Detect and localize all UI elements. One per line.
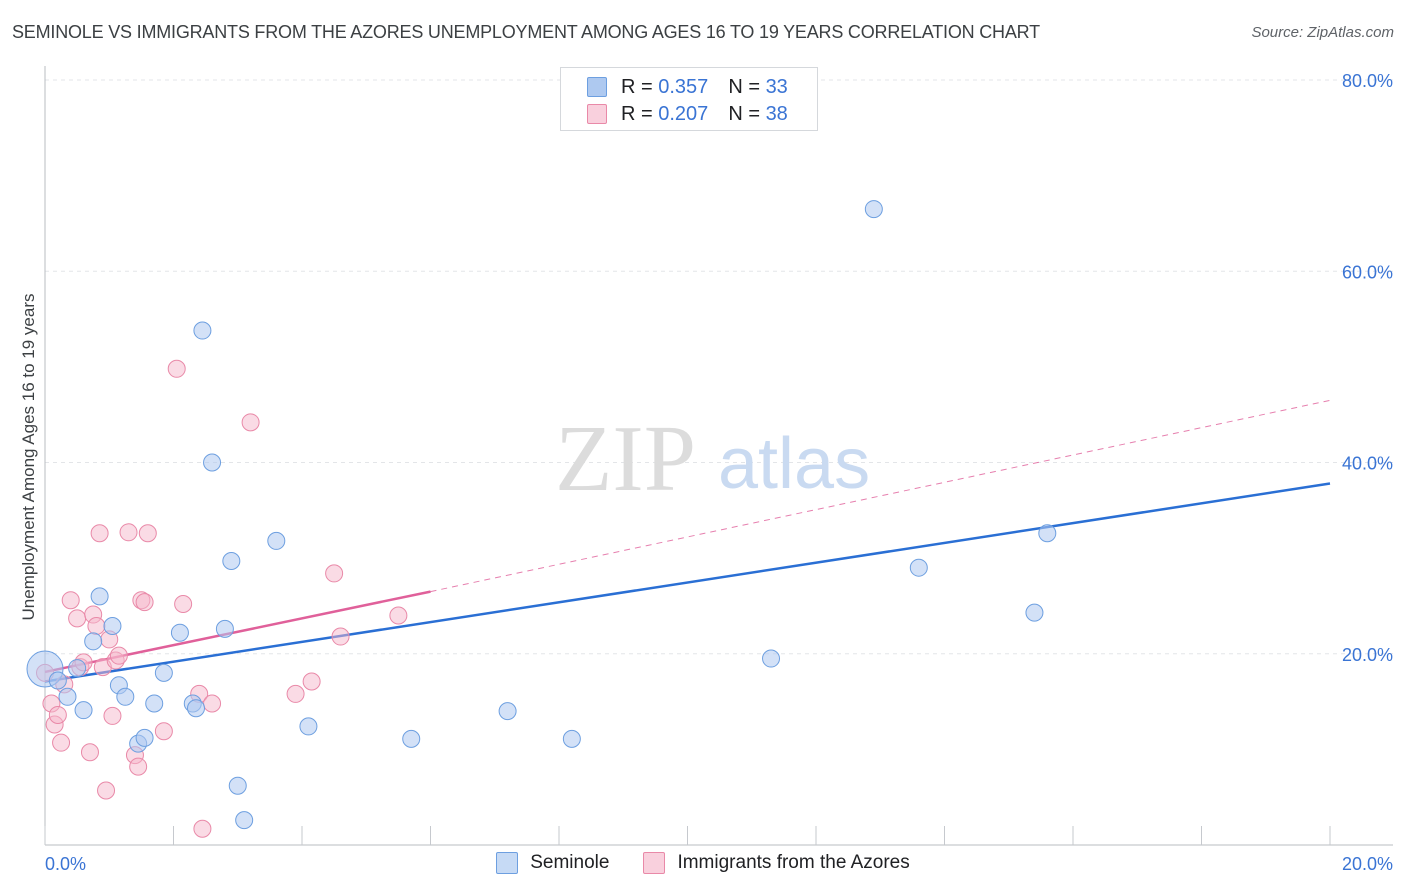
seminole-point xyxy=(762,649,781,668)
seminole-point xyxy=(864,200,883,219)
source-label: Source: ZipAtlas.com xyxy=(1251,24,1394,41)
azores-point xyxy=(167,359,186,378)
seminole-point xyxy=(193,321,212,340)
tick-labels: 20.0% 40.0% 60.0% 80.0% 0.0% 20.0% xyxy=(45,71,1393,874)
azores-point xyxy=(52,733,71,752)
seminole-point xyxy=(235,811,254,830)
seminole-point xyxy=(154,663,173,682)
y-tick-label: 80.0% xyxy=(1342,71,1393,91)
azores-point xyxy=(103,706,122,725)
seminole-point xyxy=(215,619,234,638)
y-axis-label: Unemployment Among Ages 16 to 19 years xyxy=(19,294,38,621)
legend-item-azores[interactable]: Immigrants from the Azores xyxy=(643,852,910,874)
legend-row-seminole: R = 0.357 N = 33 xyxy=(587,75,788,99)
azores-point xyxy=(138,524,157,543)
seminole-point xyxy=(68,659,87,678)
seminole-point xyxy=(562,729,581,748)
azores-point xyxy=(80,743,99,762)
series-legend: Seminole Immigrants from the Azores xyxy=(0,852,1406,874)
seminole-point xyxy=(402,729,421,748)
y-tick-label: 60.0% xyxy=(1342,262,1393,282)
azores-point xyxy=(87,617,106,636)
seminole-point xyxy=(90,587,109,606)
azores-point xyxy=(193,819,212,838)
n-label: N = xyxy=(728,75,760,98)
seminole-point xyxy=(909,558,928,577)
seminole-point xyxy=(267,531,286,550)
watermark-atlas: atlas xyxy=(718,424,870,504)
azores-point xyxy=(97,781,116,800)
azores-point xyxy=(109,646,128,665)
seminole-point xyxy=(203,453,222,472)
seminole-point xyxy=(84,632,103,651)
gridlines xyxy=(45,79,1393,655)
azores-point xyxy=(203,694,222,713)
legend-label-seminole: Seminole xyxy=(530,852,610,873)
seminole-swatch xyxy=(496,852,519,874)
watermark-zip: ZIP xyxy=(555,407,696,511)
seminole-point xyxy=(228,776,247,795)
azores-swatch xyxy=(643,852,666,874)
seminole-point xyxy=(498,702,517,721)
seminole-point xyxy=(103,617,122,636)
legend-row-azores: R = 0.207 N = 38 xyxy=(587,102,788,126)
r-value: 0.207 xyxy=(658,102,709,125)
scatter-points xyxy=(26,200,1057,838)
seminole-point xyxy=(116,687,135,706)
azores-point xyxy=(389,606,408,625)
azores-point xyxy=(119,523,138,542)
azores-point xyxy=(135,593,154,612)
x-tick-label: 0.0% xyxy=(45,854,86,874)
azores-point xyxy=(90,524,109,543)
azores-point xyxy=(129,757,148,776)
seminole-point xyxy=(48,671,67,690)
azores-point xyxy=(61,591,80,610)
n-label: N = xyxy=(728,102,760,125)
azores-point xyxy=(286,684,305,703)
seminole-point xyxy=(58,687,77,706)
correlation-legend: R = 0.357 N = 33 R = 0.207 N = 38 xyxy=(560,67,818,131)
watermark: ZIP atlas xyxy=(555,407,870,511)
x-tick-label: 20.0% xyxy=(1342,854,1393,874)
r-label: R = xyxy=(621,75,653,98)
seminole-point xyxy=(135,728,154,747)
azores-point xyxy=(174,595,193,614)
seminole-point xyxy=(1025,603,1044,622)
seminole-swatch xyxy=(587,77,607,97)
chart-title: SEMINOLE VS IMMIGRANTS FROM THE AZORES U… xyxy=(12,22,1040,42)
legend-label-azores: Immigrants from the Azores xyxy=(677,852,910,873)
axes xyxy=(44,66,1393,846)
seminole-point xyxy=(145,694,164,713)
azores-point xyxy=(241,413,260,432)
y-tick-label: 40.0% xyxy=(1342,454,1393,474)
y-tick-label: 20.0% xyxy=(1342,645,1393,665)
azores-point xyxy=(48,705,67,724)
seminole-point xyxy=(299,717,318,736)
seminole-point xyxy=(186,699,205,718)
n-value: 38 xyxy=(765,102,788,125)
legend-item-seminole[interactable]: Seminole xyxy=(496,852,609,874)
azores-point xyxy=(68,609,87,628)
seminole-point xyxy=(74,701,93,720)
seminole-trend-line xyxy=(44,482,1331,683)
r-value: 0.357 xyxy=(658,75,709,98)
seminole-point xyxy=(222,551,241,570)
azores-point xyxy=(154,722,173,741)
seminole-point xyxy=(1038,524,1057,543)
azores-point xyxy=(302,672,321,691)
r-label: R = xyxy=(621,102,653,125)
n-value: 33 xyxy=(765,75,788,98)
azores-point xyxy=(331,627,350,646)
azores-point xyxy=(325,564,344,583)
seminole-point xyxy=(170,623,189,642)
azores-swatch xyxy=(587,104,607,124)
